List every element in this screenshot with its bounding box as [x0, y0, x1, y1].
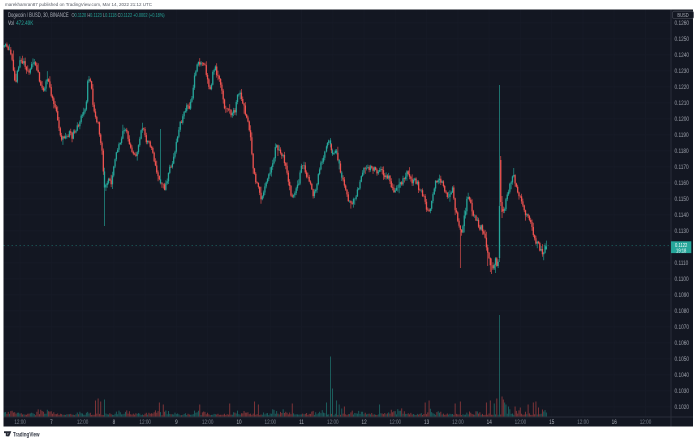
svg-text:12:00: 12:00 [452, 419, 464, 426]
svg-text:0.1220: 0.1220 [675, 84, 690, 91]
svg-text:0.1080: 0.1080 [675, 308, 690, 315]
svg-text:0.1180: 0.1180 [675, 148, 690, 155]
svg-text:11: 11 [299, 419, 304, 426]
svg-text:15: 15 [549, 419, 554, 426]
svg-text:0.1060: 0.1060 [675, 340, 690, 347]
svg-text:12: 12 [362, 419, 367, 426]
svg-text:0.1210: 0.1210 [675, 100, 690, 107]
svg-text:0.1050: 0.1050 [675, 356, 690, 363]
svg-text:0.1160: 0.1160 [675, 180, 690, 187]
svg-text:7: 7 [50, 419, 53, 426]
svg-text:0.1030: 0.1030 [675, 388, 690, 395]
svg-text:0.1190: 0.1190 [675, 132, 690, 139]
svg-text:9: 9 [175, 419, 178, 426]
svg-text:0.1170: 0.1170 [675, 164, 690, 171]
svg-text:marekhamran87 published on Tra: marekhamran87 published on TradingView.c… [5, 2, 153, 7]
svg-text:0.1020: 0.1020 [675, 404, 690, 411]
svg-text:0.1140: 0.1140 [675, 212, 690, 219]
svg-text:0.1130: 0.1130 [675, 228, 690, 235]
svg-text:12:00: 12:00 [577, 419, 589, 426]
svg-text:0.1250: 0.1250 [675, 36, 690, 43]
svg-text:0.1200: 0.1200 [675, 116, 690, 123]
svg-text:Dogecoin / BUSD, 30, BINANCE: Dogecoin / BUSD, 30, BINANCE [8, 12, 69, 19]
svg-text:14: 14 [487, 419, 492, 426]
svg-text:12:00: 12:00 [265, 419, 277, 426]
svg-text:13: 13 [424, 419, 429, 426]
svg-text:TradingView: TradingView [13, 432, 40, 439]
svg-text:12:00: 12:00 [202, 419, 214, 426]
svg-text:0.1240: 0.1240 [675, 52, 690, 59]
svg-text:0.1070: 0.1070 [675, 324, 690, 331]
svg-text:10: 10 [236, 419, 241, 426]
svg-text:12:00: 12:00 [139, 419, 151, 426]
svg-text:BUSD: BUSD [677, 13, 689, 20]
svg-text:0.1110: 0.1110 [675, 260, 689, 267]
svg-text:12:00: 12:00 [390, 419, 402, 426]
svg-text:0.1100: 0.1100 [675, 276, 690, 283]
svg-text:0.1040: 0.1040 [675, 372, 690, 379]
svg-text:0.1230: 0.1230 [675, 68, 690, 75]
svg-text:19:18: 19:18 [676, 248, 686, 255]
svg-text:O0.1120 H0.1123 L0.1118 C0.112: O0.1120 H0.1123 L0.1118 C0.1122 +0.0002 … [72, 12, 165, 19]
svg-text:12:00: 12:00 [14, 419, 26, 426]
svg-text:12:00: 12:00 [77, 419, 89, 426]
svg-text:Vol: Vol [8, 20, 14, 27]
svg-text:12:00: 12:00 [515, 419, 527, 426]
svg-text:0.1090: 0.1090 [675, 292, 690, 299]
svg-text:472.49K: 472.49K [16, 20, 33, 27]
svg-text:12:00: 12:00 [327, 419, 339, 426]
svg-text:8: 8 [113, 419, 116, 426]
svg-text:16: 16 [612, 419, 617, 426]
svg-text:12:00: 12:00 [640, 419, 652, 426]
svg-text:0.1122: 0.1122 [675, 242, 687, 249]
svg-text:0.1150: 0.1150 [675, 196, 690, 203]
svg-text:0.1260: 0.1260 [675, 20, 690, 27]
